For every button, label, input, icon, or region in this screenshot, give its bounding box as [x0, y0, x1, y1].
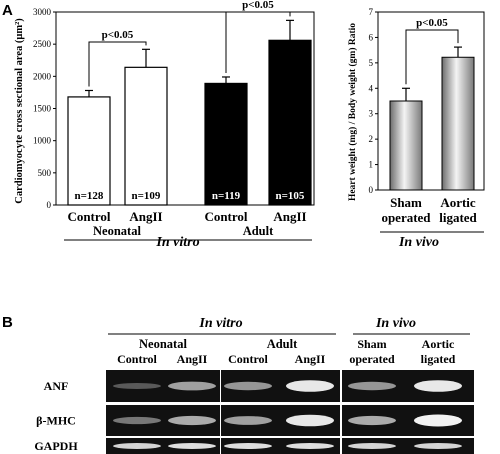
y-tick-label: 2000	[33, 71, 52, 81]
gene-label: ANF	[44, 379, 69, 393]
y-tick-label: 0	[47, 200, 52, 210]
x-category-label: Control	[67, 209, 110, 224]
y-tick-label: 1000	[33, 136, 52, 146]
blot-lane-label: Control	[228, 352, 268, 366]
y-tick-label: 4	[369, 83, 374, 93]
bar	[204, 82, 248, 206]
blot-group-neonatal: Neonatal	[139, 337, 187, 351]
bar	[441, 56, 475, 191]
bar	[389, 100, 423, 191]
blot-band	[224, 381, 272, 391]
blot-band	[348, 415, 396, 426]
y-axis-label: Cardiomyocyte cross sectional area (μm²)	[14, 18, 25, 204]
chart-heart-weight-ratio: Heart weight (mg) / Body weight (gm) Rat…	[347, 7, 485, 250]
significance-label: p<0.05	[416, 17, 448, 29]
blot-band	[168, 443, 216, 449]
bar	[67, 96, 111, 206]
blot-band	[224, 416, 272, 425]
blot-band	[414, 380, 462, 392]
x-category-label: Sham	[390, 195, 422, 210]
blot-band	[113, 416, 161, 425]
x-category-label: Control	[204, 209, 247, 224]
y-axis-label: Heart weight (mg) / Body weight (gm) Rat…	[347, 23, 358, 201]
panel-label-b: B	[2, 314, 13, 331]
plot-frame	[377, 11, 485, 191]
bar	[268, 39, 312, 206]
n-label: n=109	[132, 190, 161, 202]
y-tick-label: 0	[369, 185, 374, 195]
y-tick-label: 1	[369, 160, 374, 170]
x-category-label: AngII	[273, 209, 306, 224]
blot-band	[224, 443, 272, 449]
significance-bracket	[225, 11, 291, 73]
blot-band	[286, 380, 334, 392]
n-label: n=119	[212, 190, 241, 202]
panel-label-a: A	[2, 2, 13, 19]
significance-label: p<0.05	[102, 29, 134, 41]
blot-band	[286, 443, 334, 449]
blot-band	[414, 414, 462, 427]
y-tick-label: 5	[369, 58, 374, 68]
blot-lane-label: Aortic	[422, 337, 455, 351]
significance-bracket	[88, 41, 147, 87]
gel-background	[106, 438, 220, 454]
group-label-neonatal: Neonatal	[93, 224, 141, 238]
blot-band	[348, 381, 396, 391]
blot-group-adult: Adult	[267, 337, 298, 351]
n-label: n=105	[276, 190, 305, 202]
blot-lane-label-line2: ligated	[421, 352, 456, 366]
blot-lane-label: AngII	[177, 352, 208, 366]
x-category-label: Aortic	[440, 195, 476, 210]
gel-background	[221, 438, 340, 454]
blot-in-vitro-title: In vitro	[198, 316, 242, 331]
significance-bracket	[405, 29, 459, 85]
y-tick-label: 3000	[33, 7, 52, 17]
blot-band	[168, 415, 216, 426]
gel-background	[342, 438, 474, 454]
blot-band	[348, 443, 396, 449]
x-category-label: AngII	[129, 209, 162, 224]
group-label-adult: Adult	[243, 224, 274, 238]
bar	[124, 66, 168, 206]
gene-label: GAPDH	[34, 439, 78, 453]
blot-lane-label: AngII	[295, 352, 326, 366]
blot-band	[286, 414, 334, 427]
blot-lane-label-line2: operated	[349, 352, 395, 366]
blot-band	[113, 443, 161, 449]
blot-in-vivo-title: In vivo	[375, 316, 416, 331]
n-label: n=128	[75, 190, 104, 202]
gene-label: β-MHC	[36, 414, 76, 428]
y-tick-label: 500	[38, 168, 52, 178]
y-tick-label: 2	[369, 134, 374, 144]
y-tick-label: 2500	[33, 39, 52, 49]
significance-label: p<0.05	[242, 0, 274, 11]
y-tick-label: 3	[369, 109, 374, 119]
y-tick-label: 7	[369, 7, 374, 17]
blot-band	[414, 443, 462, 449]
group-title-in-vivo: In vivo	[398, 235, 439, 250]
blot-lane-label: Sham	[357, 337, 386, 351]
blot-lane-label: Control	[117, 352, 157, 366]
blot-band	[113, 383, 161, 389]
blot-band	[168, 381, 216, 391]
chart-cross-sectional-area: Cardiomyocyte cross sectional area (μm²)…	[14, 0, 315, 250]
y-tick-label: 6	[369, 32, 374, 42]
x-category-label-line2: operated	[381, 210, 431, 225]
y-tick-label: 1500	[33, 104, 52, 114]
x-category-label-line2: ligated	[439, 210, 477, 225]
group-title-in-vitro: In vitro	[155, 235, 199, 250]
